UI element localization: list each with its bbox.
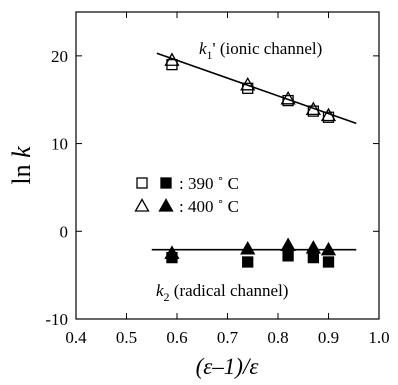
annotation-text: ' (ionic channel) — [213, 39, 323, 58]
filled-square-point — [282, 250, 294, 262]
filled-square-point — [242, 256, 254, 268]
x-tick-label: 0.5 — [116, 328, 137, 347]
x-tick-label: 0.7 — [217, 328, 239, 347]
x-tick-label: 0.6 — [166, 328, 187, 347]
x-axis-label: (ε–1)/ε — [196, 354, 260, 379]
x-tick-label: 1.0 — [368, 328, 389, 347]
open-triangle-point — [305, 101, 321, 116]
annotation-symbol: k — [199, 39, 207, 58]
legend-label: : 400 ˚ C — [179, 197, 239, 216]
filled-square-point — [307, 251, 320, 264]
ionic-channel-annotation: k1' (ionic channel) — [199, 39, 322, 62]
open-triangle-point — [164, 52, 180, 66]
filled-triangle-point — [164, 245, 180, 259]
y-tick-label: -10 — [45, 310, 68, 329]
open-triangle-point — [240, 76, 256, 91]
filled-triangle-point — [240, 241, 256, 255]
legend-label: : 390 ˚ C — [179, 174, 239, 193]
y-tick-label: 10 — [51, 135, 68, 154]
radical-channel-annotation: k2 (radical channel) — [156, 281, 288, 304]
y-axis-label-var: k — [7, 146, 36, 158]
annotation-subscript: 2 — [164, 290, 170, 304]
x-tick-label: 0.4 — [65, 328, 87, 347]
x-tick-label: 0.8 — [267, 328, 288, 347]
legend-open-triangle — [134, 198, 150, 212]
filled-triangle-point — [305, 240, 321, 254]
filled-square-point — [322, 256, 335, 268]
y-axis-label: ln k — [7, 146, 36, 185]
y-axis-label-fn: ln — [7, 158, 36, 185]
legend-filled-triangle — [158, 198, 174, 212]
annotation-symbol: k — [156, 281, 164, 300]
filled-triangle-point — [320, 241, 337, 256]
y-tick-label: 0 — [60, 222, 69, 241]
open-triangle-point — [280, 91, 296, 105]
y-tick-label: 20 — [51, 47, 68, 66]
x-tick-label: 0.9 — [318, 328, 339, 347]
annotation-text: (radical channel) — [170, 281, 289, 300]
legend-filled-square — [160, 177, 172, 189]
annotation-subscript: 1 — [207, 48, 213, 62]
legend-open-square — [136, 177, 148, 189]
plot-frame — [75, 11, 380, 320]
open-triangle-point — [320, 107, 337, 122]
filled-triangle-point — [280, 237, 296, 251]
